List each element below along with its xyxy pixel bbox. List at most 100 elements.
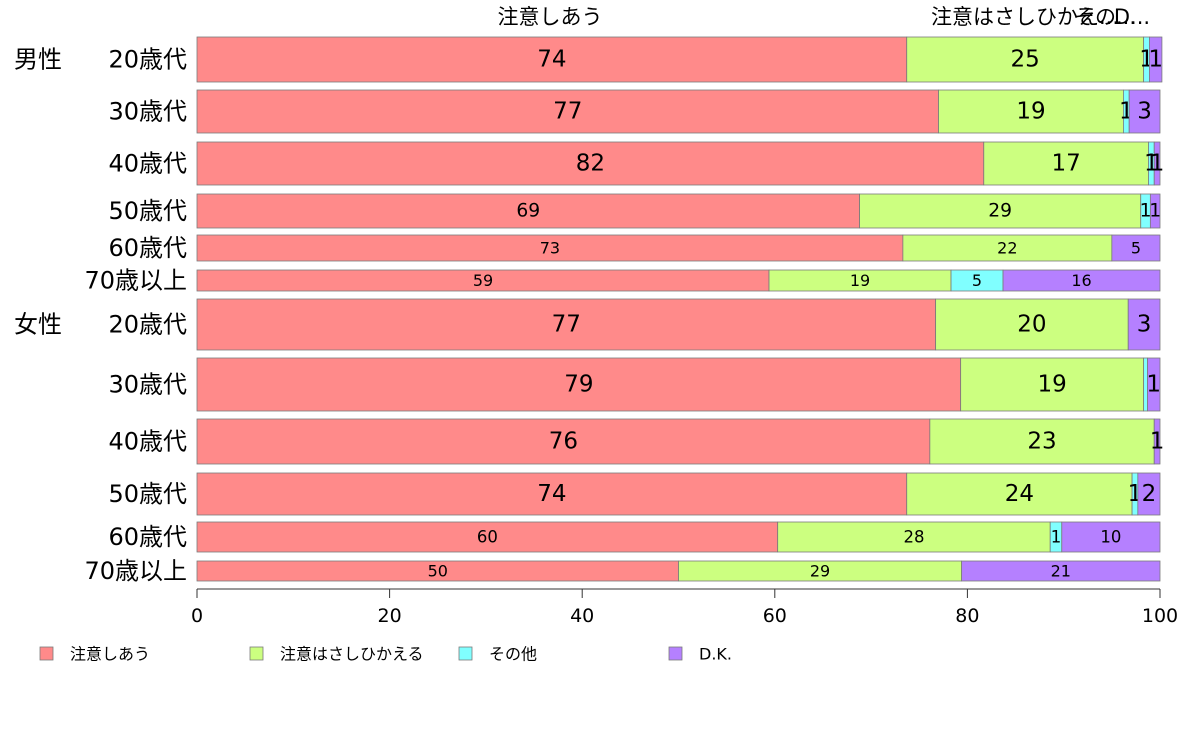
category-label: 60歳代 — [108, 523, 187, 551]
bar-segment — [1153, 141, 1161, 186]
data-label: 1 — [1150, 151, 1165, 177]
data-label: 19 — [1038, 372, 1067, 398]
bar-segment — [1128, 89, 1161, 134]
y-axis-labels: 20歳代 30歳代 40歳代 50歳代 60歳代 70歳以上 20歳代 30歳代 40歳代 50歳… — [14, 46, 187, 586]
category-label: 20歳代 — [108, 311, 187, 339]
data-label: 24 — [1005, 481, 1034, 507]
data-label: 25 — [1011, 47, 1040, 73]
data-label: 3 — [1137, 99, 1152, 125]
category-label: 20歳代 — [108, 46, 187, 74]
bar-segment — [1111, 234, 1161, 262]
data-label: 16 — [1071, 271, 1091, 290]
data-label: 1 — [1150, 429, 1165, 455]
data-label: 20 — [1017, 312, 1046, 338]
bar-segment — [1147, 357, 1161, 412]
legend-swatch — [249, 646, 264, 661]
legend-swatch — [668, 646, 683, 661]
data-label: 5 — [972, 271, 982, 290]
x-tick-label: 20 — [378, 605, 402, 627]
data-label: 3 — [1137, 312, 1152, 338]
bar-segment — [1153, 418, 1161, 465]
category-label: 70歳以上 — [84, 267, 187, 295]
data-label: 5 — [1131, 239, 1141, 258]
category-label: 30歳代 — [108, 98, 187, 126]
data-label: 79 — [564, 372, 593, 398]
data-label: 28 — [903, 528, 924, 547]
bar-segment — [196, 418, 931, 465]
bar-segment — [935, 298, 1129, 351]
data-label: 82 — [576, 151, 605, 177]
category-label: 30歳代 — [108, 371, 187, 399]
bar-segment — [196, 298, 937, 351]
data-label: 73 — [540, 239, 560, 258]
category-label: 50歳代 — [108, 197, 187, 225]
x-tick-label: 100 — [1142, 605, 1178, 627]
legend-swatch — [39, 646, 54, 661]
x-tick-label: 40 — [570, 605, 594, 627]
data-label: 60 — [477, 528, 498, 547]
top-label: その... — [1074, 5, 1136, 29]
data-label: 1 — [1146, 372, 1161, 398]
bar-segment — [196, 36, 908, 83]
data-label: 22 — [997, 239, 1017, 258]
bar-segment — [1002, 269, 1161, 292]
legend-label: 注意はさしひかえる — [280, 645, 424, 664]
data-label: 77 — [553, 99, 582, 125]
category-label: 50歳代 — [108, 480, 187, 508]
data-label: 77 — [552, 312, 581, 338]
bar-segment — [1137, 472, 1161, 516]
bar-segment — [859, 193, 1142, 229]
data-label: 74 — [537, 481, 566, 507]
bar-segment — [960, 357, 1145, 412]
legend: 注意しあう 注意はさしひかえる その他 D.K. — [39, 645, 732, 664]
data-label: 74 — [537, 47, 566, 73]
category-label: 40歳代 — [108, 150, 187, 178]
data-label: 23 — [1027, 429, 1056, 455]
legend-label: D.K. — [699, 645, 732, 664]
data-label: 50 — [428, 562, 448, 581]
x-tick-label: 80 — [955, 605, 979, 627]
data-label: 59 — [473, 271, 493, 290]
bar-segment — [961, 560, 1161, 582]
data-label: 19 — [850, 271, 870, 290]
bar-segment — [196, 472, 908, 516]
x-axis: 0 20 40 60 80 100 — [191, 588, 1178, 627]
x-tick-label: 0 — [191, 605, 203, 627]
legend-label: その他 — [489, 645, 537, 664]
group-label: 女性 — [14, 311, 62, 339]
category-label: 60歳代 — [108, 234, 187, 262]
bar-segment — [983, 141, 1149, 186]
group-label: 男性 — [14, 46, 62, 74]
bar-segment — [902, 234, 1113, 262]
x-tick-label: 60 — [763, 605, 787, 627]
data-label: 1 — [1149, 201, 1161, 222]
legend-swatch — [458, 646, 473, 661]
bar-segment — [196, 357, 962, 412]
data-label: 19 — [1016, 99, 1045, 125]
data-label: 21 — [1051, 562, 1071, 581]
bar-segment — [1127, 298, 1161, 351]
data-label: 29 — [810, 562, 830, 581]
top-labels: 注意しあう 注意はさしひかえ...その...D... — [498, 5, 1151, 29]
data-label: 69 — [516, 201, 540, 222]
bar-segment — [1149, 193, 1161, 229]
bar-segment — [196, 193, 860, 229]
bar-segment — [929, 418, 1155, 465]
bar-segment — [196, 234, 904, 262]
data-label: 76 — [549, 429, 578, 455]
data-label: 2 — [1142, 481, 1157, 507]
bar-segment — [196, 141, 985, 186]
data-label: 1 — [1148, 47, 1163, 73]
bar-segment — [906, 472, 1133, 516]
top-label: 注意はさしひかえ... — [931, 5, 1119, 29]
top-label: D... — [1114, 5, 1150, 29]
data-label: 10 — [1100, 528, 1121, 547]
data-label: 1 — [1051, 528, 1062, 547]
top-label: 注意しあう — [498, 5, 603, 29]
bar-segment — [1149, 36, 1163, 83]
data-label: 17 — [1051, 151, 1080, 177]
category-label: 40歳代 — [108, 428, 187, 456]
category-label: 70歳以上 — [84, 557, 187, 585]
